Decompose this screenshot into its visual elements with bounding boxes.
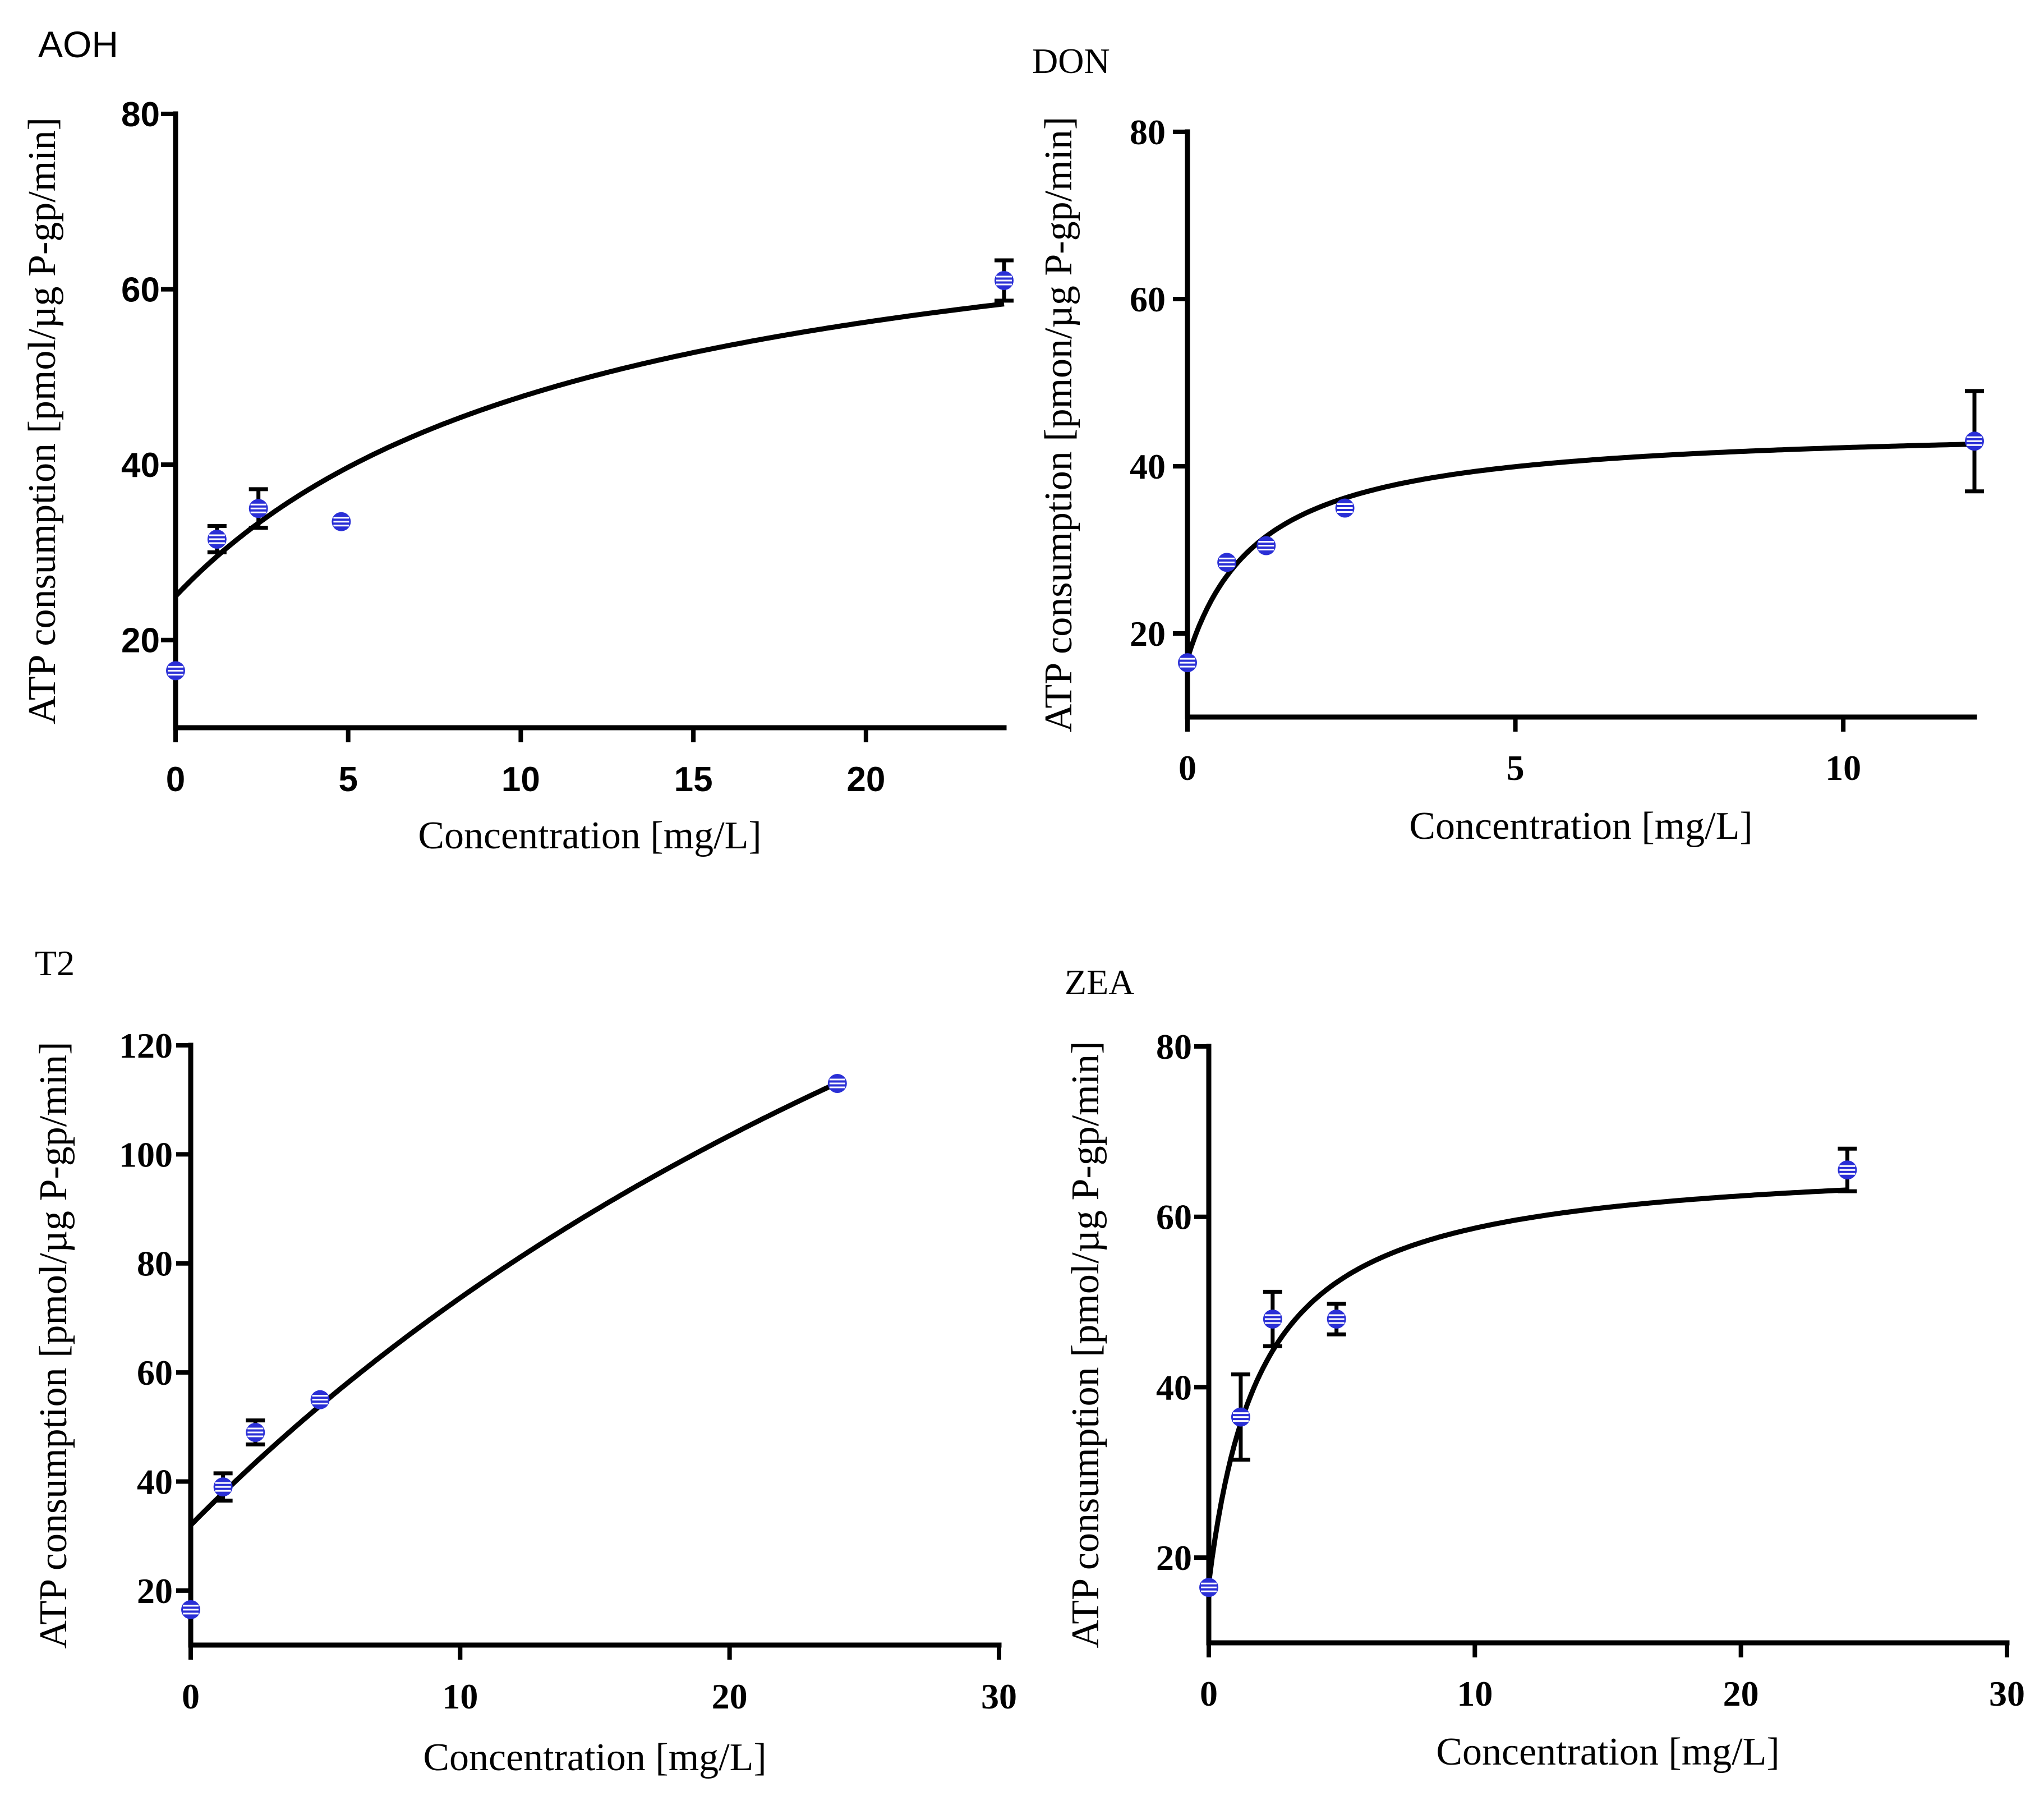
panel-title: T2	[35, 943, 75, 983]
x-tick-label: 0	[1178, 748, 1196, 788]
y-tick-label: 120	[119, 1026, 173, 1065]
x-tick-label: 10	[1825, 748, 1861, 788]
y-tick-label: 20	[1156, 1538, 1192, 1578]
fit-curve	[1206, 1187, 1848, 1584]
x-tick-label: 20	[1723, 1674, 1759, 1714]
y-tick-label: 40	[1156, 1367, 1192, 1407]
y-tick-label: 100	[119, 1134, 173, 1174]
x-tick-label: 0	[1200, 1674, 1218, 1714]
x-tick-label: 10	[1457, 1674, 1493, 1714]
panel-title: ZEA	[1065, 962, 1134, 1002]
panel-aoh: AOH 20 40 60 80 0 5 10 15 20 Concentration [mg/L] A…	[21, 24, 1014, 857]
x-axis-title: Concentration [mg/L]	[423, 1736, 766, 1779]
panel-title: DON	[1032, 41, 1110, 81]
y-tick-label: 40	[137, 1462, 173, 1501]
y-tick-label: 20	[121, 622, 160, 660]
x-tick-label: 0	[166, 760, 185, 799]
x-axis-title: Concentration [mg/L]	[418, 814, 761, 857]
y-tick-label: 20	[137, 1571, 173, 1611]
y-tick-label: 80	[121, 95, 160, 134]
x-axis-title: Concentration [mg/L]	[1409, 805, 1752, 848]
x-axis-title: Concentration [mg/L]	[1436, 1730, 1779, 1774]
x-tick-label: 5	[338, 760, 357, 799]
y-tick-label: 20	[1130, 614, 1166, 654]
x-tick-label: 20	[846, 760, 885, 799]
y-tick-label: 80	[137, 1244, 173, 1284]
y-axis-title: ATP consumption [pmon/µg P-gp/min]	[1037, 117, 1080, 732]
y-tick-label: 80	[1130, 112, 1166, 152]
y-tick-label: 40	[1130, 447, 1166, 486]
y-tick-label: 60	[1130, 279, 1166, 319]
x-tick-label: 30	[981, 1676, 1017, 1716]
y-tick-label: 60	[121, 271, 160, 310]
x-tick-label: 20	[712, 1676, 748, 1716]
x-tick-label: 10	[442, 1676, 478, 1716]
x-tick-label: 10	[501, 760, 540, 799]
y-tick-label: 40	[121, 446, 160, 485]
panel-don: DON 20 40 60 80 0 5 10 Concentration [mg/L] ATP c…	[1032, 41, 1984, 848]
x-tick-label: 30	[1989, 1674, 2025, 1714]
y-axis-title: ATP consumption [pmol/µg P-gp/min]	[32, 1042, 75, 1649]
y-axis-title: ATP consumption [pmol/µg P-gp/min]	[21, 117, 64, 724]
panel-title: AOH	[38, 24, 118, 65]
x-tick-label: 0	[182, 1676, 200, 1716]
panel-zea: ZEA 20 40 60 80 0 10 20 30 Concentration [mg/L] AT…	[1064, 962, 2025, 1774]
x-tick-label: 15	[674, 760, 713, 799]
y-tick-label: 60	[1156, 1197, 1192, 1237]
fit-curve	[173, 301, 1005, 598]
x-tick-label: 5	[1507, 748, 1525, 788]
panel-t2: T2 20 40 60 80 100 120 0 10 20 30 Concentration [mg…	[32, 943, 1017, 1779]
fit-curve	[1185, 442, 1975, 660]
y-axis-title: ATP consumption [pmol/µg P-gp/min]	[1064, 1041, 1107, 1648]
fit-curve	[188, 1081, 839, 1527]
y-tick-label: 80	[1156, 1027, 1192, 1067]
y-tick-label: 60	[137, 1353, 173, 1393]
